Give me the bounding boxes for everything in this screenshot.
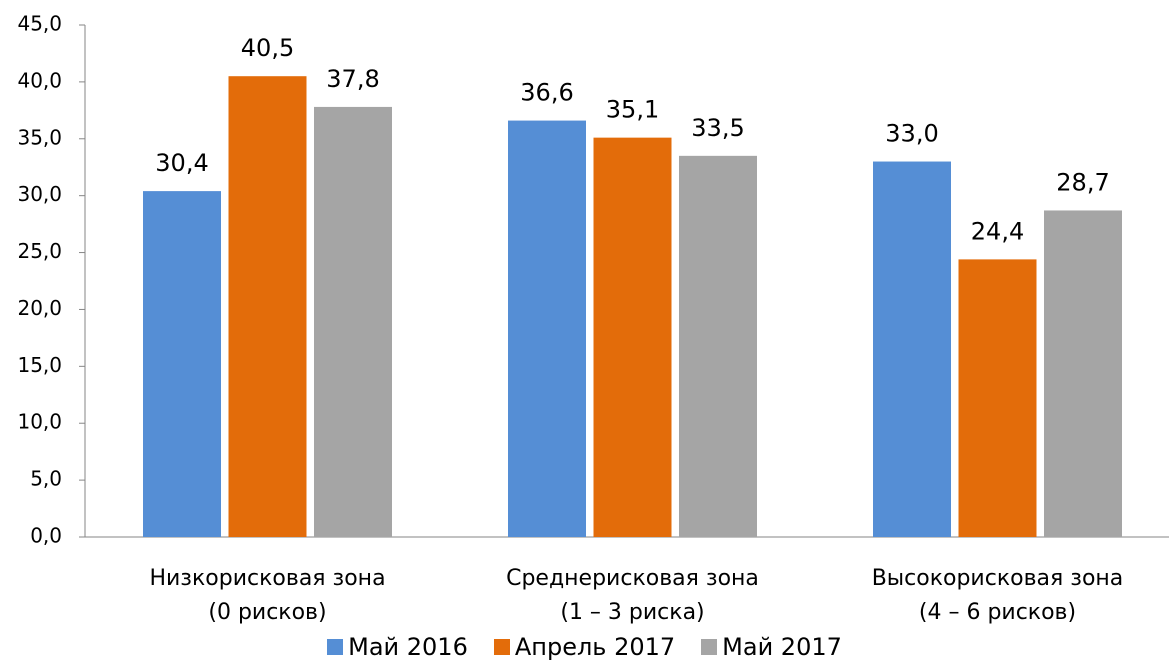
- data-label: 33,5: [691, 114, 744, 142]
- legend-swatch: [701, 639, 718, 655]
- data-label: 40,5: [241, 34, 294, 62]
- y-tick-label: 20,0: [17, 296, 62, 320]
- data-label: 28,7: [1056, 168, 1109, 196]
- legend-item: Май 2017: [701, 632, 842, 662]
- legend-item: Апрель 2017: [493, 632, 676, 662]
- y-tick-label: 35,0: [17, 125, 62, 149]
- y-tick-label: 45,0: [17, 12, 62, 36]
- data-label: 33,0: [885, 120, 938, 148]
- bar: [679, 155, 757, 537]
- legend-label: Май 2016: [348, 633, 468, 661]
- bar: [228, 76, 307, 537]
- legend-swatch: [327, 639, 344, 655]
- legend: Май 2016 Апрель 2017 Май 2017: [0, 632, 1169, 662]
- bar: [1044, 210, 1122, 538]
- bar: [143, 191, 221, 538]
- bar: [958, 259, 1037, 537]
- legend-item: Май 2016: [327, 632, 468, 662]
- y-tick-label: 5,0: [30, 467, 62, 491]
- x-tick-label: Низкорисковая зона (0 рисков): [149, 566, 386, 625]
- y-tick-label: 25,0: [17, 239, 62, 263]
- y-tick-label: 30,0: [17, 182, 62, 206]
- y-tick-label: 10,0: [17, 410, 62, 434]
- data-label: 36,6: [520, 79, 573, 107]
- y-tick-label: 40,0: [17, 68, 62, 92]
- data-label: 37,8: [326, 65, 379, 93]
- x-tick-label: Высокорисковая зона (4 – 6 рисков): [871, 566, 1124, 625]
- legend-label: Апрель 2017: [514, 633, 676, 661]
- data-label: 30,4: [155, 149, 208, 177]
- legend-label: Май 2017: [722, 633, 842, 661]
- bar: [873, 161, 951, 538]
- y-tick-label: 15,0: [17, 353, 62, 377]
- bar: [508, 120, 586, 537]
- bar: [593, 137, 672, 537]
- x-tick-label: Среднерисковая зона (1 – 3 риска): [506, 566, 759, 625]
- y-tick-label: 0,0: [30, 524, 62, 548]
- bar: [314, 106, 392, 538]
- legend-swatch: [493, 639, 510, 655]
- data-label: 35,1: [606, 96, 659, 124]
- data-label: 24,4: [971, 217, 1024, 245]
